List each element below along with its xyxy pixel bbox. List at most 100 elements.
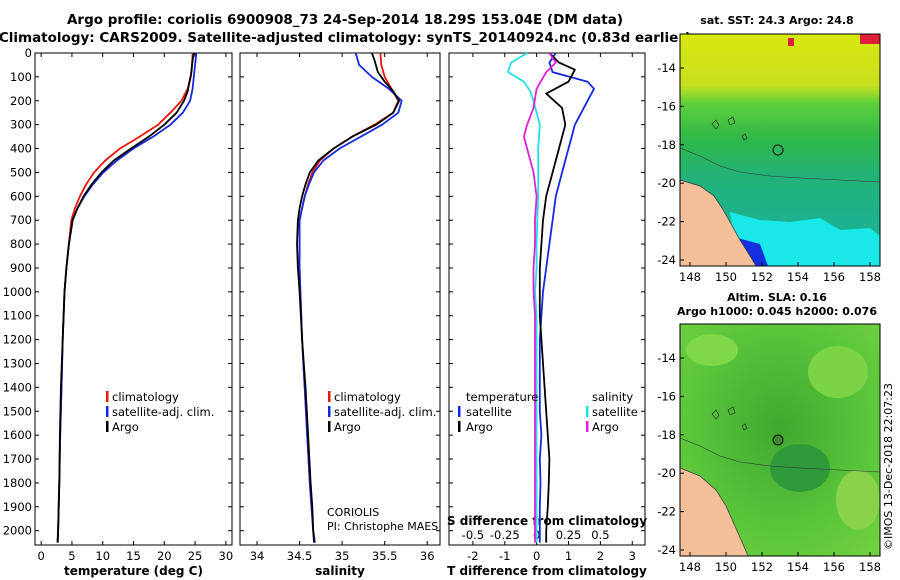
x-tick-label: 34	[250, 549, 265, 563]
series-line-climatology	[298, 52, 400, 543]
map-y-tick-label: -20	[657, 176, 676, 190]
legend-label-s-argo: Argo	[592, 420, 619, 434]
sst-map-frame	[679, 33, 881, 267]
reef-outline	[711, 116, 748, 141]
legend-label-satellite: satellite-adj. clim.	[112, 405, 214, 419]
y-tick-label: 100	[10, 70, 32, 84]
legend-label-argo: Argo	[334, 420, 361, 434]
y-tick-label: 1500	[3, 404, 32, 418]
salinity-profile-panel: 34 34.5 35 35.5 36 salinity	[239, 52, 441, 578]
x-tick-label: 36	[420, 549, 435, 563]
s-tick-label: 0.5	[591, 528, 609, 542]
map-x-tick-label: 154	[787, 270, 809, 284]
x-tick-label: 3	[629, 549, 636, 563]
map-x-tick-label: 148	[679, 270, 701, 284]
y-tick-label: 400	[10, 142, 32, 156]
sla-map-title-line2: Argo h1000: 0.045 h2000: 0.076	[677, 305, 877, 318]
map-y-tick-label: -18	[657, 138, 676, 152]
y-tick-label: 0	[25, 46, 32, 60]
figure-title-line2: Climatology: CARS2009. Satellite-adjuste…	[0, 30, 691, 46]
map-x-tick-label: 152	[751, 560, 773, 574]
bathymetry-contour	[680, 147, 880, 183]
legend-label-argo: Argo	[112, 420, 139, 434]
y-tick-label: 700	[10, 213, 32, 227]
y-tick-label: 800	[10, 237, 32, 251]
series-line-satellite-adj-clim-	[298, 52, 403, 543]
y-tick-label: 1000	[3, 285, 32, 299]
source-note-line1: CORIOLIS	[327, 506, 379, 519]
x-tick-label: 1	[565, 549, 572, 563]
x-tick-label: 15	[126, 549, 141, 563]
map-y-tick-label: -24	[657, 543, 676, 557]
argo-position-marker	[772, 434, 784, 446]
sla-map-frame	[679, 323, 881, 557]
map-y-tick-label: -24	[657, 253, 676, 267]
sst-map-title: sat. SST: 24.3 Argo: 24.8	[700, 14, 853, 27]
x-axis-label: temperature (deg C)	[64, 564, 203, 578]
series-line-climatology	[56, 52, 194, 543]
y-tick-label: 500	[10, 165, 32, 179]
s-tick-label: 0.25	[556, 528, 582, 542]
map-y-tick-label: -16	[657, 389, 676, 403]
legend-label-satellite: satellite-adj. clim.	[334, 405, 436, 419]
sst-hot-spot	[860, 34, 880, 44]
series-line-t-argo	[538, 52, 576, 543]
map-x-tick-label: 150	[715, 270, 737, 284]
temperature-profile-panel: 0100200300400500600700800900100011001200…	[3, 46, 233, 578]
legend-swatch-satellite	[328, 406, 331, 417]
legend-label-climatology: climatology	[112, 390, 179, 404]
x-tick-label: 30	[219, 549, 234, 563]
legend-swatch-satellite	[106, 406, 109, 417]
map-y-tick-label: -20	[657, 466, 676, 480]
legend-swatch-s-satellite	[586, 406, 589, 417]
map-x-tick-label: 148	[679, 560, 701, 574]
map-y-tick-label: -18	[657, 428, 676, 442]
map-y-tick-label: -14	[657, 61, 676, 75]
x-tick-label: 34.5	[287, 549, 313, 563]
series-line-satellite-adj-clim-	[56, 52, 198, 543]
australia-landmass	[680, 467, 749, 556]
x-tick-label: 20	[157, 549, 172, 563]
x-tick-label: 35	[335, 549, 350, 563]
y-tick-label: 1300	[3, 356, 32, 370]
argo-position-marker	[772, 144, 784, 156]
y-tick-label: 900	[10, 261, 32, 275]
salinity-legend: climatology satellite-adj. clim. Argo	[328, 390, 436, 434]
map-x-tick-label: 158	[859, 270, 881, 284]
legend-title-temperature: temperature	[466, 390, 538, 404]
x-axis-label: salinity	[315, 564, 365, 578]
reef-outline	[711, 406, 748, 431]
series-line-s-satellite	[507, 52, 541, 543]
imos-credit: ©IMOS 13-Dec-2018 22:07:23	[882, 383, 895, 550]
figure-title-line1: Argo profile: coriolis 6900908_73 24-Sep…	[67, 12, 623, 28]
sst-map-axis-ticks: 148 150 152 154 156 158 -14 -16 -18 -20 -22 -24	[657, 61, 881, 284]
sst-hot-spot	[788, 38, 794, 46]
sla-map-title-line1: Altim. SLA: 0.16	[727, 291, 827, 304]
y-tick-label: 200	[10, 94, 32, 108]
y-tick-label: 1200	[3, 333, 32, 347]
s-tick-label: -0.5	[462, 528, 484, 542]
sla-anomaly	[686, 334, 738, 366]
map-x-tick-label: 150	[715, 560, 737, 574]
s-tick-label: -0.25	[490, 528, 520, 542]
map-x-tick-label: 154	[787, 560, 809, 574]
x-tick-label: 5	[68, 549, 75, 563]
legend-label-s-satellite: satellite	[592, 405, 638, 419]
x-tick-label: 0	[533, 549, 540, 563]
y-tick-label: 1100	[3, 309, 32, 323]
y-tick-label: 1800	[3, 476, 32, 490]
map-x-tick-label: 158	[859, 560, 881, 574]
plot-frame	[239, 52, 441, 546]
sla-map	[680, 324, 880, 556]
series-line-s-argo	[523, 52, 557, 543]
y-tick-label: 600	[10, 189, 32, 203]
map-y-tick-label: -22	[657, 215, 676, 229]
map-y-tick-label: -22	[657, 505, 676, 519]
series-line-t-satellite	[538, 52, 595, 543]
map-x-tick-label: 156	[823, 270, 845, 284]
x-tick-label: 35.5	[372, 549, 398, 563]
source-note-line2: PI: Christophe MAES	[327, 520, 438, 533]
plot-frame	[448, 52, 646, 546]
